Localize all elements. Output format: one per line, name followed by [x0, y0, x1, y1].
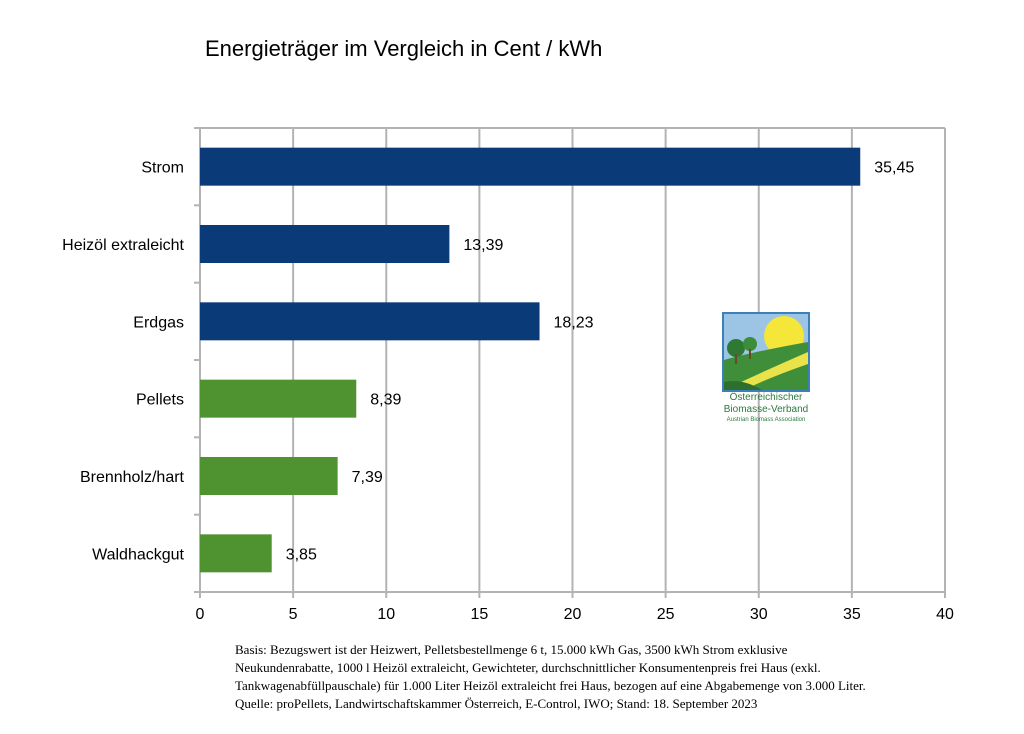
value-label: 18,23 [554, 314, 594, 331]
category-label: Pellets [136, 392, 184, 409]
x-tick-label: 35 [843, 606, 861, 623]
value-label: 3,85 [286, 546, 317, 563]
x-tick-label: 25 [657, 606, 675, 623]
value-label: 35,45 [874, 160, 914, 177]
logo-text-line2: Biomasse-Verband [723, 404, 809, 415]
footnote-line: Neukundenrabatte, 1000 l Heizöl extralei… [235, 660, 821, 675]
bars [200, 147, 861, 573]
logo-emblem-icon [722, 312, 810, 392]
x-tick-label: 10 [377, 606, 395, 623]
x-tick-label: 15 [470, 606, 488, 623]
x-tick-label: 30 [750, 606, 768, 623]
category-label: Brennholz/hart [80, 469, 185, 486]
chart-title: Energieträger im Vergleich in Cent / kWh [205, 36, 603, 61]
category-label: Erdgas [133, 314, 184, 331]
value-label: 8,39 [370, 392, 401, 409]
labels: 0 5 10 15 20 25 30 35 40 Strom 35,45 Heizöl extrale… [62, 160, 954, 623]
axes [194, 127, 946, 598]
x-tick-label: 5 [289, 606, 298, 623]
footnote-line: Basis: Bezugswert ist der Heizwert, Pell… [235, 642, 788, 657]
footnote-line: Tankwagenabfüllpauschale) für 1.000 Lite… [235, 678, 866, 693]
bar [200, 457, 338, 495]
source-footnote: Basis: Bezugswert ist der Heizwert, Pell… [235, 641, 995, 713]
logo-text-line3: Austrian Biomass Association [726, 417, 806, 423]
logo-text-line1: Österreichischer [729, 392, 803, 403]
grid-lines [200, 127, 946, 592]
bar [200, 534, 272, 573]
bar [200, 302, 540, 341]
x-tick-label: 40 [936, 606, 954, 623]
value-label: 13,39 [463, 237, 503, 254]
value-label: 7,39 [352, 469, 383, 486]
bar [200, 147, 861, 186]
bar [200, 225, 450, 263]
x-tick-label: 0 [196, 606, 205, 623]
category-label: Strom [141, 160, 184, 177]
footnote-line: Quelle: proPellets, Landwirtschaftskamme… [235, 696, 758, 711]
bar [200, 379, 357, 418]
category-label: Waldhackgut [92, 546, 184, 563]
x-tick-label: 20 [564, 606, 582, 623]
category-label: Heizöl extraleicht [62, 237, 184, 254]
biomasse-verband-logo: Österreichischer Biomasse-Verband Austri… [716, 312, 816, 425]
